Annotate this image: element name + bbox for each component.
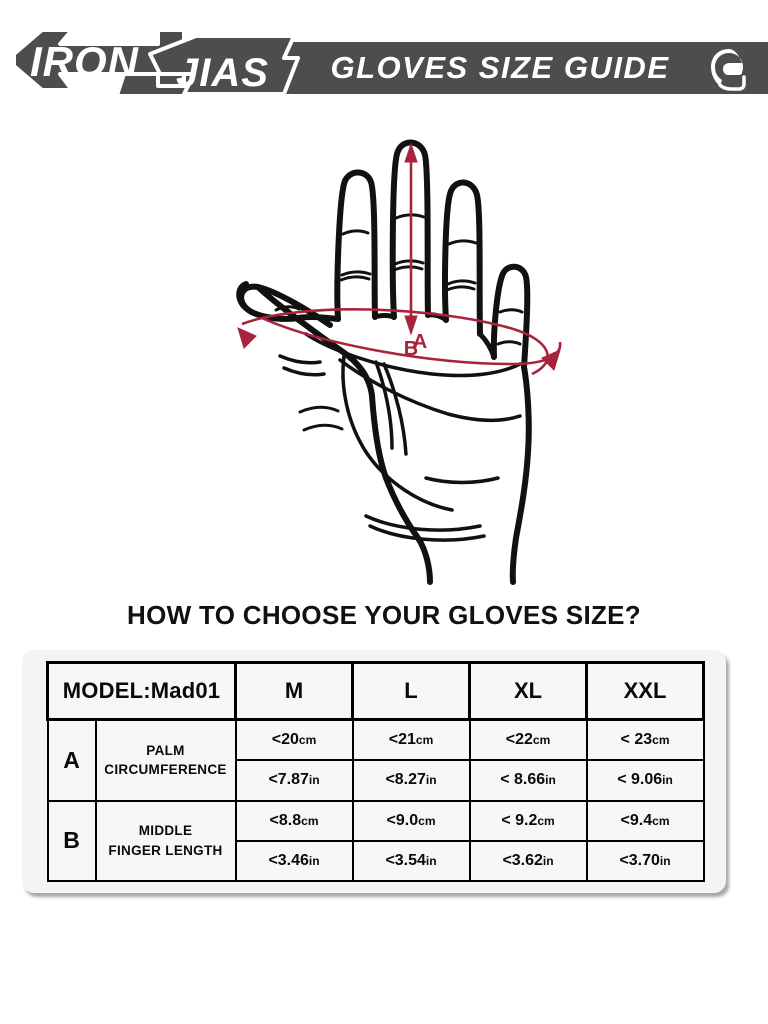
- cell-b-in-m: <3.46in: [234, 839, 354, 883]
- value: <3.46: [268, 851, 309, 869]
- size-table: MODEL:Mad01 M L XL XXL A PALM CIRCUMFERE…: [45, 661, 706, 883]
- size-header-m: M: [234, 661, 355, 721]
- row-letter-a: A: [46, 718, 97, 802]
- row-letter-b: B: [46, 799, 97, 883]
- unit: cm: [652, 813, 670, 828]
- value: <3.62: [502, 851, 543, 869]
- table-row: <7.87in <8.27in < 8.66in < 9.06in: [48, 759, 705, 802]
- value: <3.54: [385, 851, 426, 869]
- value: <20: [271, 731, 299, 749]
- value: < 23: [620, 731, 653, 749]
- cell-a-cm-xxl: < 23cm: [585, 718, 705, 762]
- cell-b-in-xl: <3.62in: [468, 839, 588, 883]
- table-row: A PALM CIRCUMFERENCE <20cm <21cm <22cm: [46, 718, 705, 802]
- unit: in: [542, 853, 554, 868]
- unit: in: [659, 853, 671, 868]
- cell-a-cm-m: <20cm: [234, 718, 354, 762]
- section-subtitle: HOW TO CHOOSE YOUR GLOVES SIZE?: [127, 600, 641, 630]
- measurement-label-a: A: [413, 331, 427, 353]
- unit: cm: [537, 813, 555, 828]
- cell-a-in-m: <7.87in: [234, 759, 354, 802]
- model-value: Mad01: [150, 677, 221, 703]
- svg-text:JIAS: JIAS: [176, 51, 269, 95]
- table-header-row: MODEL:Mad01 M L XL XXL: [45, 661, 706, 721]
- cell-a-cm-xl: <22cm: [468, 718, 588, 762]
- value: < 9.2: [501, 811, 538, 829]
- unit: cm: [415, 733, 434, 748]
- row-description-b: MIDDLE FINGER LENGTH: [94, 799, 237, 883]
- unit: in: [425, 773, 437, 788]
- unit: cm: [532, 733, 551, 748]
- unit: in: [425, 853, 437, 868]
- cell-a-cm-l: <21cm: [351, 718, 471, 762]
- cell-a-in-xl: < 8.66in: [468, 759, 588, 802]
- table-row: <3.46in <3.54in <3.62in <3.70in: [48, 839, 705, 883]
- unit: cm: [301, 813, 319, 828]
- cell-b-cm-m: <8.8cm: [234, 799, 354, 842]
- value: <3.70: [619, 851, 660, 869]
- cell-b-cm-l: <9.0cm: [351, 799, 471, 842]
- unit: cm: [298, 733, 317, 748]
- cell-b-in-l: <3.54in: [351, 839, 471, 883]
- unit: in: [545, 773, 556, 788]
- cell-b-cm-xl: < 9.2cm: [468, 799, 588, 842]
- row-description-a-line2: CIRCUMFERENCE: [104, 762, 227, 778]
- value: <9.4: [620, 811, 653, 829]
- value: <22: [505, 731, 533, 749]
- page-title: GLOVES SIZE GUIDE: [330, 50, 670, 85]
- value: < 8.66: [500, 771, 546, 789]
- helmet-icon: [706, 44, 752, 92]
- model-cell: MODEL:Mad01: [45, 661, 238, 721]
- size-table-card: MODEL:Mad01 M L XL XXL A PALM CIRCUMFERE…: [22, 650, 726, 893]
- cell-a-in-xxl: < 9.06in: [585, 759, 705, 802]
- brand-logo: IRON JIAS: [8, 24, 300, 104]
- row-description-a: PALM CIRCUMFERENCE: [94, 718, 237, 802]
- size-header-xl: XL: [468, 661, 589, 721]
- cell-b-cm-xxl: <9.4cm: [585, 799, 705, 842]
- row-description-b-line1: MIDDLE: [138, 823, 193, 839]
- value: <7.87: [268, 771, 309, 789]
- unit: in: [308, 853, 320, 868]
- row-description-b-line2: FINGER LENGTH: [108, 842, 223, 858]
- value: <9.0: [386, 811, 419, 829]
- hand-measurement-diagram: B A: [180, 112, 600, 592]
- size-header-l: L: [351, 661, 472, 721]
- svg-text:IRON: IRON: [30, 38, 140, 85]
- page-header: IRON JIAS GLOVES SIZE GUIDE: [0, 0, 768, 118]
- unit: cm: [418, 813, 436, 828]
- cell-a-in-l: <8.27in: [351, 759, 471, 802]
- model-label: MODEL:: [62, 677, 151, 703]
- value: <21: [388, 731, 416, 749]
- size-header-xxl: XXL: [585, 661, 706, 721]
- value: < 9.06: [617, 771, 663, 789]
- unit: in: [308, 773, 320, 788]
- table-row: B MIDDLE FINGER LENGTH <8.8cm <9.0cm < 9…: [46, 799, 705, 883]
- unit: in: [662, 773, 673, 788]
- value: <8.27: [385, 771, 426, 789]
- unit: cm: [652, 733, 670, 748]
- row-description-a-line1: PALM: [146, 742, 185, 758]
- cell-b-in-xxl: <3.70in: [585, 839, 705, 883]
- value: <8.8: [269, 811, 302, 829]
